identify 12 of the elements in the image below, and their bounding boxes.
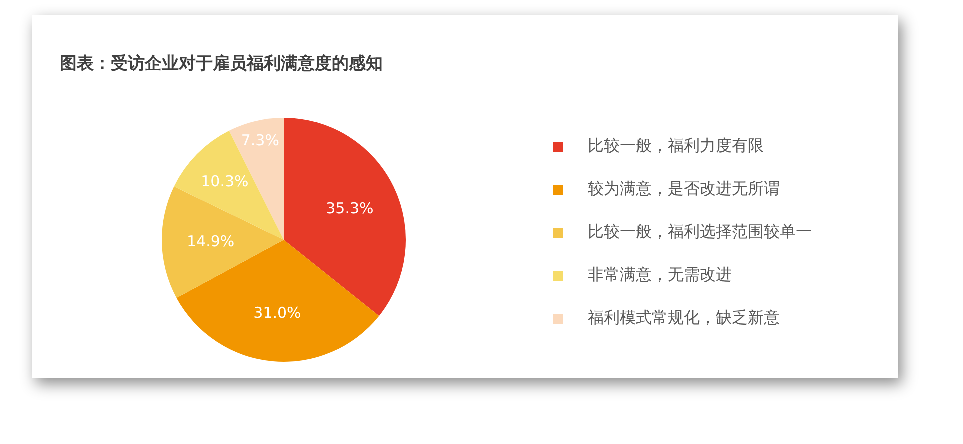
- legend-label: 较为满意，是否改进无所谓: [588, 179, 780, 200]
- legend-label: 比较一般，福利选择范围较单一: [588, 222, 812, 243]
- data-label: 35.3%: [326, 199, 374, 218]
- data-label: 14.9%: [186, 232, 235, 251]
- legend-label: 比较一般，福利力度有限: [588, 136, 764, 157]
- chart-title: 图表：受访企业对于雇员福利满意度的感知: [60, 53, 383, 75]
- legend-label: 福利模式常规化，缺乏新意: [588, 308, 780, 329]
- data-label: 7.3%: [241, 131, 280, 150]
- data-label: 10.3%: [201, 172, 249, 191]
- data-label: 31.0%: [254, 304, 302, 322]
- pie-slice: [162, 186, 284, 298]
- legend-label: 非常满意，无需改进: [588, 265, 732, 286]
